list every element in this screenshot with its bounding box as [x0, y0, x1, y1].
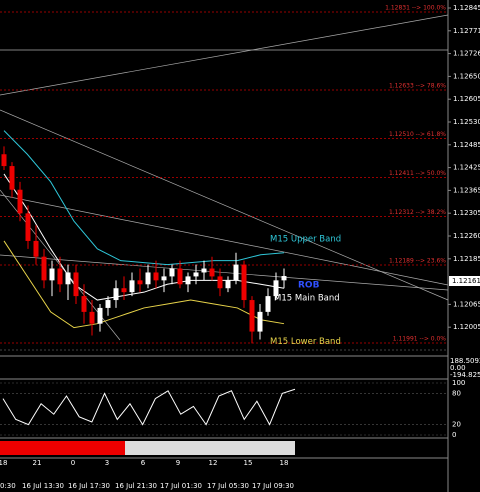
candle-body [105, 300, 111, 308]
band-label: M15 Lower Band [270, 337, 341, 347]
candle-body [89, 311, 95, 324]
band-label: M15 Main Band [274, 294, 340, 304]
price-label: 1.12845 [453, 4, 480, 12]
rob-label: ROB [298, 281, 320, 291]
candle-body [161, 276, 167, 281]
candle-body [233, 264, 239, 281]
price-label: 1.12005 [453, 323, 480, 331]
stoch-label: 0 [452, 431, 456, 439]
price-label: 1.12425 [453, 164, 480, 172]
price-label: 1.12605 [453, 95, 480, 103]
cci-label: 188.5092 [450, 357, 480, 365]
trend-line [0, 194, 449, 286]
candle-body [17, 189, 23, 214]
candle-body [241, 264, 247, 301]
candle-body [145, 272, 151, 285]
candle-body [209, 268, 215, 277]
date-label: 17 Jul 09:30 [252, 482, 294, 490]
candle-body [41, 256, 47, 281]
date-label: 16 Jul 17:30 [68, 482, 110, 490]
band-label: M15 Upper Band [270, 234, 341, 244]
hour-label: 6 [141, 459, 146, 467]
price-label: 1.12726 [453, 50, 480, 58]
date-label: 17 Jul 05:30 [207, 482, 249, 490]
hour-label: 12 [209, 459, 218, 467]
candle-body [257, 311, 263, 332]
candle-body [113, 288, 119, 301]
candle-body [33, 240, 39, 257]
candle-body [201, 268, 207, 273]
fib-label: 1.11991 --> 0.0% [393, 336, 447, 343]
hour-label: 18 [280, 459, 289, 467]
cci-label: 0.00 [450, 364, 466, 372]
fib-label: 1.12312 --> 38.2% [389, 209, 446, 216]
price-label: 1.12305 [453, 209, 480, 217]
price-label: 1.12185 [453, 255, 480, 263]
candle-body [153, 272, 159, 281]
candle-body [73, 272, 79, 297]
price-label: 1.12260 [453, 232, 480, 240]
trend-line [0, 109, 449, 301]
candle-body [281, 276, 287, 281]
price-label: 1.12530 [453, 118, 480, 126]
date-label: 16 Jul 21:30 [115, 482, 157, 490]
candle-body [217, 276, 223, 289]
cci-label: -194.8255 [450, 371, 480, 379]
candle-body [169, 268, 175, 277]
date-label: 17 Jul 01:30 [160, 482, 202, 490]
fib-label: 1.12510 --> 61.8% [389, 131, 446, 138]
trend-line [0, 14, 449, 96]
candle-body [265, 296, 271, 312]
current-price-box [449, 276, 480, 286]
signal-bar [125, 441, 295, 455]
stoch-label: 20 [452, 421, 461, 429]
hour-label: 15 [244, 459, 253, 467]
candle-body [129, 280, 135, 293]
signal-bar [0, 441, 125, 455]
candle-body [177, 268, 183, 285]
candle-body [193, 272, 199, 277]
band-line [3, 240, 285, 329]
stoch-line [2, 388, 296, 426]
candle-body [185, 276, 191, 285]
hour-label: 9 [176, 459, 180, 467]
candle-body [57, 268, 63, 285]
candle-body [81, 296, 87, 312]
candle-body [65, 272, 71, 285]
fib-label: 1.12633 --> 78.6% [389, 83, 446, 90]
date-label: 0:30 [0, 482, 16, 490]
candle-body [49, 268, 55, 281]
price-label: 1.12650 [453, 72, 480, 80]
stoch-label: 80 [452, 389, 461, 397]
candle-body [137, 280, 143, 285]
hour-label: 3 [105, 459, 109, 467]
band-line [3, 130, 285, 266]
hour-label: 21 [33, 459, 42, 467]
trend-line [0, 254, 449, 291]
candle-body [1, 154, 7, 167]
fib-label: 1.12831 --> 100.0% [385, 5, 446, 12]
candle-body [25, 213, 31, 241]
price-label: 1.12485 [453, 141, 480, 149]
date-label: 16 Jul 13:30 [22, 482, 64, 490]
candle-body [225, 280, 231, 289]
candle-body [121, 288, 127, 293]
price-label: 1.12065 [453, 300, 480, 308]
fib-label: 1.12411 --> 50.0% [389, 170, 446, 177]
hour-label: 18 [0, 459, 7, 467]
current-price: 1.12161 [452, 277, 480, 285]
candle-body [97, 307, 103, 324]
fib-label: 1.12189 --> 23.6% [389, 257, 446, 264]
candle-body [249, 300, 255, 332]
candle-body [273, 280, 279, 297]
price-label: 1.12771 [453, 27, 480, 35]
price-label: 1.12365 [453, 186, 480, 194]
stoch-label: 100 [452, 379, 465, 387]
hour-label: 0 [71, 459, 75, 467]
candle-body [9, 166, 15, 190]
